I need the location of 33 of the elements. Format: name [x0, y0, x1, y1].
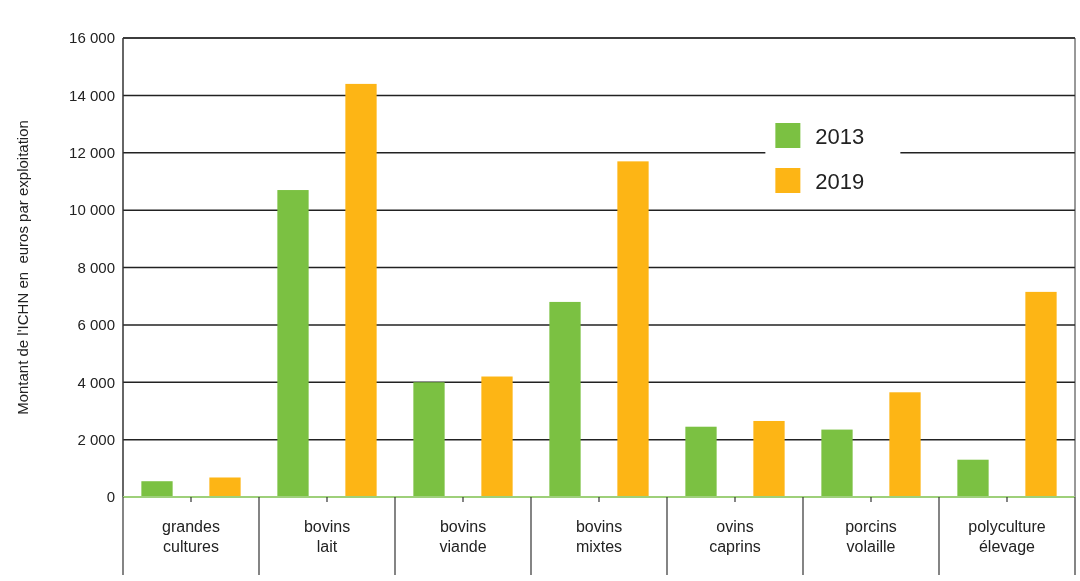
- y-tick-label: 14 000: [69, 86, 115, 104]
- y-tick-label: 6 000: [77, 316, 115, 334]
- y-tick-label: 16 000: [69, 29, 115, 47]
- x-tick-label: bovins lait: [303, 518, 351, 555]
- x-tick-label: grandes cultures: [162, 518, 220, 555]
- x-tick-label: porcins volaille: [845, 518, 897, 555]
- bar: [141, 481, 173, 497]
- y-tick-label: 2 000: [77, 430, 115, 448]
- legend-label: 2013: [815, 123, 865, 149]
- bar: [889, 392, 921, 497]
- bar: [481, 376, 513, 497]
- x-tick-label: bovins mixtes: [575, 518, 623, 555]
- bar: [685, 426, 717, 497]
- bar: [209, 477, 241, 497]
- legend-label: 2019: [815, 168, 865, 194]
- bar: [821, 429, 853, 497]
- bar: [549, 301, 581, 497]
- bar: [413, 382, 445, 497]
- x-tick-label: ovins caprins: [709, 518, 761, 555]
- y-tick-label: 12 000: [69, 144, 115, 161]
- y-tick-label: 8 000: [77, 258, 115, 276]
- bar: [345, 83, 377, 497]
- y-tick-label: 4 000: [77, 373, 115, 391]
- bar: [1025, 291, 1057, 497]
- x-tick-label: polyculture élevage: [968, 518, 1046, 555]
- y-axis-title: Montant de l'ICHN en euros par exploitation: [14, 120, 31, 415]
- bar: [617, 161, 649, 497]
- y-tick-label: 10 000: [69, 201, 115, 219]
- bar: [957, 459, 989, 497]
- x-tick-label: bovins viande: [439, 518, 487, 555]
- y-tick-label: 0: [106, 488, 115, 506]
- bar: [277, 190, 309, 497]
- bar: [753, 420, 785, 497]
